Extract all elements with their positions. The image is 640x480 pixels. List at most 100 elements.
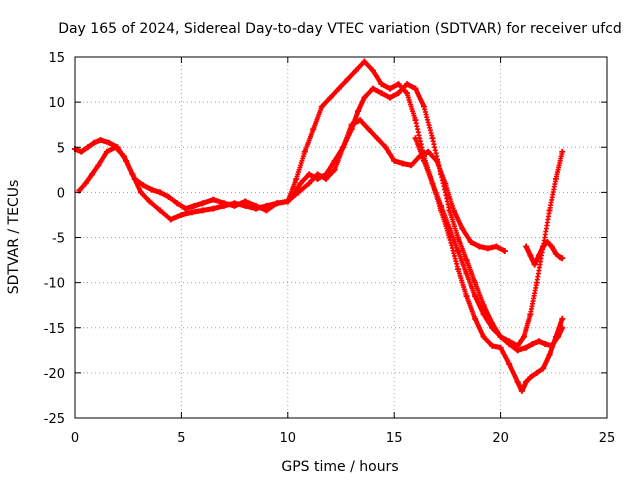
data-point xyxy=(348,121,355,128)
data-point xyxy=(412,117,419,124)
y-tick-label: -5 xyxy=(52,232,65,247)
data-point xyxy=(157,207,164,214)
data-point xyxy=(506,360,513,367)
x-tick-label: 0 xyxy=(71,431,79,446)
data-point xyxy=(408,162,415,169)
data-point xyxy=(472,315,479,322)
data-point xyxy=(506,340,513,347)
data-point xyxy=(535,338,542,345)
data-point xyxy=(327,94,334,101)
data-point xyxy=(559,255,566,262)
series-track-d xyxy=(412,135,566,354)
data-point xyxy=(263,202,270,209)
data-point xyxy=(199,200,206,207)
data-point xyxy=(357,117,364,124)
data-point xyxy=(403,81,410,88)
data-point xyxy=(220,202,227,209)
data-point xyxy=(344,76,351,83)
data-point xyxy=(295,189,302,196)
data-point xyxy=(210,196,217,203)
data-point xyxy=(157,189,164,196)
data-point xyxy=(433,157,440,164)
x-tick-label: 10 xyxy=(280,431,297,446)
data-point xyxy=(284,198,291,205)
data-point xyxy=(365,126,372,133)
data-point xyxy=(497,333,504,340)
data-point xyxy=(463,293,470,300)
data-point xyxy=(112,144,119,151)
data-point xyxy=(395,90,402,97)
data-point xyxy=(455,266,462,273)
y-tick-label: 15 xyxy=(48,51,65,66)
y-tick-label: -25 xyxy=(44,412,65,427)
data-point xyxy=(523,344,530,351)
data-point xyxy=(391,157,398,164)
data-point xyxy=(297,180,304,187)
data-point xyxy=(231,200,238,207)
data-point xyxy=(535,252,542,259)
data-point xyxy=(252,205,259,212)
y-tick-label: 0 xyxy=(57,186,65,201)
data-point xyxy=(429,135,436,142)
axis-ticks: 0 5 10 15 20 25 -25 -20 -15 -10 -5 0 5 10 15 xyxy=(44,51,616,446)
data-point xyxy=(463,257,470,264)
data-point xyxy=(472,293,479,300)
data-point xyxy=(399,160,406,167)
data-point xyxy=(472,279,479,286)
data-point xyxy=(323,175,330,182)
data-point xyxy=(540,243,547,250)
data-point xyxy=(438,202,445,209)
x-axis-title: GPS time / hours xyxy=(281,459,398,475)
data-point xyxy=(450,207,457,214)
data-point xyxy=(493,243,500,250)
data-point xyxy=(361,58,368,65)
data-point xyxy=(455,234,462,241)
data-point xyxy=(89,171,96,178)
y-tick-label: 5 xyxy=(57,141,65,156)
data-point xyxy=(484,245,491,252)
data-point xyxy=(412,135,419,142)
data-point xyxy=(518,387,525,394)
data-point xyxy=(293,175,300,182)
data-point xyxy=(182,205,189,212)
data-point xyxy=(178,211,185,218)
data-point xyxy=(148,186,155,193)
data-point xyxy=(463,270,470,277)
data-point xyxy=(552,250,559,257)
data-point xyxy=(146,198,153,205)
data-point xyxy=(103,148,110,155)
data-point xyxy=(274,200,281,207)
data-point xyxy=(489,342,496,349)
data-point xyxy=(129,171,136,178)
data-point xyxy=(382,144,389,151)
data-point xyxy=(533,279,540,286)
data-point xyxy=(555,333,562,340)
data-point xyxy=(242,202,249,209)
data-point xyxy=(386,94,393,101)
data-point xyxy=(374,135,381,142)
data-point xyxy=(523,378,530,385)
data-point xyxy=(527,252,534,259)
y-tick-label: -20 xyxy=(44,367,65,382)
data-point xyxy=(480,311,487,318)
data-point xyxy=(542,340,549,347)
x-tick-label: 20 xyxy=(492,431,509,446)
data-point xyxy=(340,144,347,151)
data-point xyxy=(529,340,536,347)
data-point xyxy=(378,81,385,88)
data-point xyxy=(559,315,566,322)
data-point xyxy=(420,103,427,110)
data-point xyxy=(559,324,566,331)
data-point xyxy=(82,180,89,187)
data-point xyxy=(310,126,317,133)
data-point xyxy=(378,90,385,97)
data-point xyxy=(174,200,181,207)
data-point xyxy=(78,148,85,155)
data-point xyxy=(459,225,466,232)
grid xyxy=(75,57,607,418)
x-tick-label: 5 xyxy=(177,431,185,446)
data-point xyxy=(120,153,127,160)
data-point xyxy=(544,239,551,246)
data-point xyxy=(540,365,547,372)
